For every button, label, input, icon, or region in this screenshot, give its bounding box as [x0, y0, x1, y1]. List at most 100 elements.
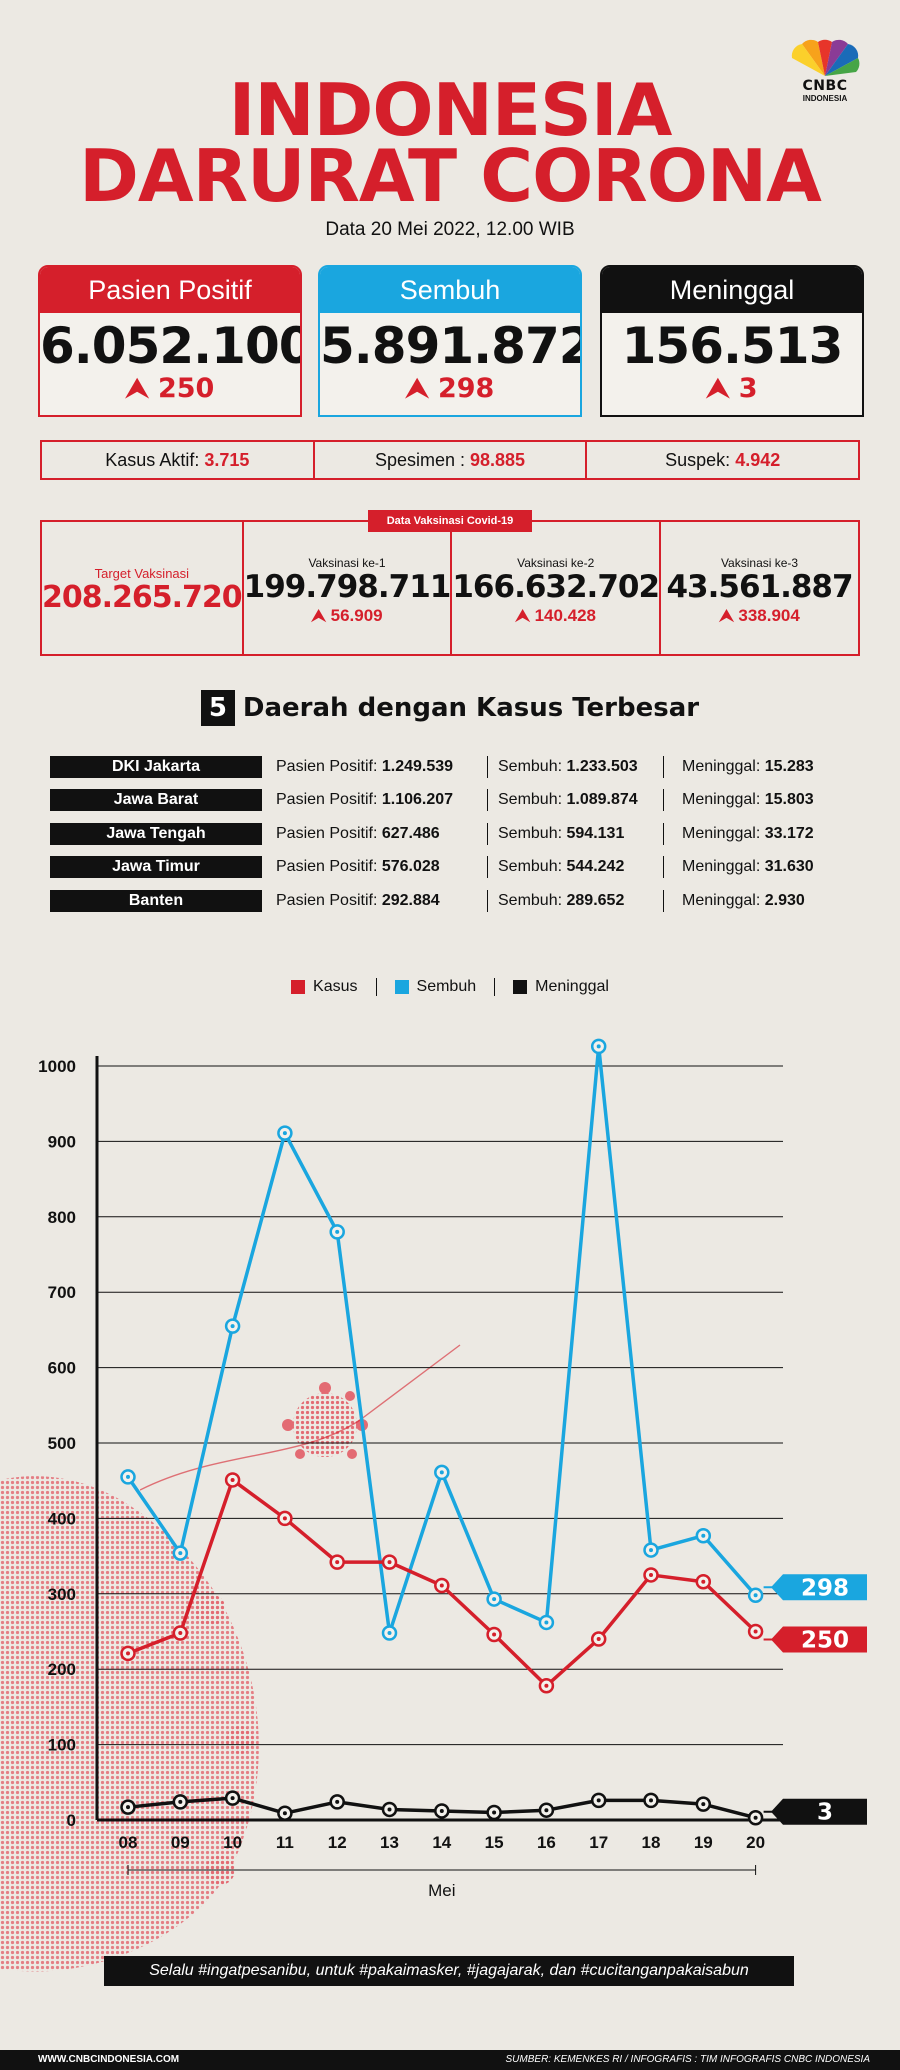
series-line-sembuh: [126, 1044, 757, 1635]
stat-delta: ⮝ 3: [706, 373, 758, 404]
y-tick-label: 800: [48, 1208, 76, 1227]
y-tick-label: 200: [48, 1660, 76, 1679]
x-tick-label: 16: [537, 1833, 556, 1852]
footer-source: SUMBER: KEMENKES RI / INFOGRAFIS : TIM I…: [505, 2054, 870, 2065]
x-tick-label: 13: [380, 1833, 399, 1852]
data-point-center: [178, 1799, 183, 1804]
y-tick-label: 300: [48, 1585, 76, 1604]
data-point-center: [492, 1597, 497, 1602]
data-point-center: [753, 1815, 758, 1820]
x-tick-label: 08: [119, 1833, 138, 1852]
vaccine-dose-2: Vaksinasi ke-2 166.632.702 ⮝ 140.428: [450, 522, 660, 654]
double-up-icon: ⮝: [706, 373, 730, 404]
table-row: Jawa Tengah Pasien Positif: 627.486 Semb…: [50, 817, 860, 851]
x-tick-label: 18: [642, 1833, 661, 1852]
region-count-badge: 5: [200, 690, 235, 726]
table-row: Banten Pasien Positif: 292.884 Sembuh: 2…: [50, 884, 860, 918]
y-tick-label: 1000: [38, 1057, 76, 1076]
x-tick-label: 14: [432, 1833, 451, 1852]
peacock-icon: [791, 39, 860, 76]
vaccine-dose-1: Vaksinasi ke-1 199.798.711 ⮝ 56.909: [241, 522, 451, 654]
end-value-label: 250: [801, 1628, 849, 1654]
stat-label: Sembuh: [320, 267, 580, 313]
data-point-center: [753, 1593, 758, 1598]
decorative-curve: [140, 1344, 461, 1491]
data-point-center: [230, 1477, 235, 1482]
y-tick-label: 400: [48, 1509, 76, 1528]
data-point-center: [649, 1572, 653, 1577]
data-point-center: [178, 1551, 183, 1556]
y-tick-label: 700: [48, 1283, 76, 1302]
vaccination-tag: Data Vaksinasi Covid-19: [368, 510, 532, 532]
data-point-center: [544, 1808, 549, 1813]
x-tick-label: 20: [746, 1833, 765, 1852]
double-up-icon: ⮝: [125, 373, 149, 404]
end-value-tag: [771, 1574, 867, 1601]
data-point-center: [544, 1620, 549, 1625]
data-point-center: [544, 1683, 549, 1688]
table-row: Jawa Timur Pasien Positif: 576.028 Sembu…: [50, 851, 860, 885]
data-point-center: [387, 1631, 392, 1636]
data-point-center: [126, 1651, 130, 1656]
legend-sembuh: Sembuh: [375, 978, 495, 996]
data-point-center: [439, 1470, 444, 1475]
y-tick-label: 900: [48, 1132, 76, 1151]
data-point-center: [596, 1798, 601, 1803]
slogan-banner: Selalu #ingatpesanibu, untuk #pakaimaske…: [104, 1956, 794, 1986]
stat-value: 6.052.100: [40, 317, 302, 375]
stat-value: 5.891.872: [320, 317, 582, 375]
line-chart: 0 100 200 300 400 500 600 700 800 900 1000 08 09 10 11…: [38, 1038, 867, 1900]
footer-bar: WWW.CNBCINDONESIA.COM SUMBER: KEMENKES R…: [0, 2050, 900, 2070]
data-point-center: [649, 1548, 653, 1553]
stat-positif-card: Pasien Positif 6.052.100 ⮝ 250: [38, 265, 302, 417]
double-up-icon: ⮝: [311, 605, 326, 625]
kasus-aktif: Kasus Aktif: 3.715: [105, 450, 250, 470]
x-tick-label: 11: [276, 1833, 294, 1852]
y-tick-label: 500: [48, 1434, 76, 1453]
page-title-line1: INDONESIA: [228, 68, 673, 152]
data-point-center: [387, 1560, 392, 1565]
end-value-tag: [771, 1798, 867, 1825]
data-point-center: [701, 1802, 706, 1807]
double-up-icon: ⮝: [405, 373, 429, 404]
table-row: DKI Jakarta Pasien Positif: 1.249.539 Se…: [50, 750, 860, 784]
x-tick-label: 15: [485, 1833, 504, 1852]
y-tick-label: 600: [48, 1359, 76, 1378]
data-point-center: [230, 1796, 235, 1801]
data-point-center: [230, 1324, 235, 1329]
data-point-center: [701, 1579, 706, 1584]
x-tick-label: 12: [328, 1833, 347, 1852]
x-tick-label: 17: [589, 1833, 608, 1852]
data-point-center: [178, 1631, 183, 1636]
spesimen: Spesimen : 98.885: [312, 442, 586, 478]
data-point-center: [596, 1637, 601, 1642]
vaccination-row: Target Vaksinasi 208.265.720 Vaksinasi k…: [40, 520, 860, 656]
table-row: Jawa Barat Pasien Positif: 1.106.207 Sem…: [50, 784, 860, 818]
x-tick-label: 09: [171, 1833, 190, 1852]
double-up-icon: ⮝: [719, 605, 734, 625]
data-point-center: [753, 1629, 758, 1634]
logo-subtext: INDONESIA: [802, 94, 848, 103]
data-point-center: [282, 1131, 287, 1136]
data-point-center: [126, 1805, 130, 1810]
data-point-center: [701, 1533, 706, 1538]
data-point-center: [439, 1583, 444, 1588]
y-tick-label: 0: [67, 1811, 76, 1830]
vaccine-target: Target Vaksinasi 208.265.720: [42, 566, 243, 615]
data-point-center: [126, 1474, 130, 1479]
page-title-line2: DARURAT CORONA: [79, 134, 822, 218]
footer-website[interactable]: WWW.CNBCINDONESIA.COM: [38, 2054, 180, 2065]
y-tick-label: 100: [48, 1736, 76, 1755]
data-point-center: [439, 1808, 444, 1813]
region-table: DKI Jakarta Pasien Positif: 1.249.539 Se…: [50, 750, 860, 918]
double-up-icon: ⮝: [515, 605, 530, 625]
region-section-title: 5 Daerah dengan Kasus Terbesar: [0, 690, 900, 726]
suspek: Suspek: 4.942: [585, 442, 858, 478]
data-point-center: [335, 1229, 340, 1234]
data-point-center: [492, 1632, 497, 1637]
data-point-center: [649, 1798, 653, 1803]
stat-delta: ⮝ 250: [125, 373, 215, 404]
stat-value: 156.513: [621, 317, 844, 375]
end-value-label: 298: [801, 1575, 849, 1601]
stat-label: Meninggal: [602, 267, 862, 313]
